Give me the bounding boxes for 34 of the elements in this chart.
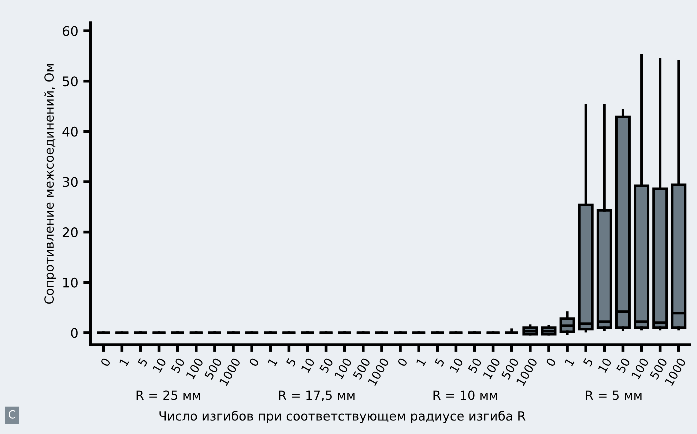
text: R = 17,5 мм [279, 390, 355, 402]
y-tick-label: 20 [62, 228, 78, 238]
x-tick-label: 0 [546, 358, 557, 368]
x-tick-label: 1 [564, 358, 575, 367]
x-tick-label: 10 [152, 358, 167, 374]
text: R = 5 мм [586, 390, 642, 400]
x-tick-label: 0 [248, 358, 260, 368]
x-tick-label: 50 [468, 358, 482, 374]
text: R = 25 мм [136, 390, 200, 400]
x-tick-label: 10 [450, 358, 464, 374]
x-tick-label: 0 [397, 358, 408, 368]
x-tick-label: 50 [170, 358, 186, 374]
y-tick-label: 10 [63, 278, 78, 288]
x-tick-label: 5 [434, 358, 446, 368]
y-tick-label: 40 [62, 126, 78, 137]
y-tick-label: 60 [62, 26, 78, 36]
text: C [8, 410, 16, 419]
y-tick-label: 0 [71, 328, 78, 338]
x-tick-label: 5 [583, 358, 594, 368]
text: R = 10 мм [434, 390, 498, 400]
x-tick-label: 0 [100, 358, 112, 368]
x-tick-label: 10 [301, 358, 316, 374]
x-tick-label: 5 [286, 358, 297, 368]
x-tick-label: 50 [319, 358, 334, 374]
x-tick-label: 5 [138, 358, 148, 368]
x-tick-label: 50 [616, 358, 631, 374]
x-tick-label: 1 [119, 358, 130, 367]
y-tick-label: 30 [63, 177, 78, 188]
x-tick-label: 1 [268, 358, 278, 367]
x-tick-label: 10 [598, 358, 612, 374]
x-tick-label: 1 [416, 358, 426, 367]
x-axis-title: Число изгибов при соответствующем радиусе изгиба R [160, 411, 526, 424]
y-tick-label: 50 [63, 76, 78, 87]
y-axis-title: Сопротивление межсоединений, Ом [44, 64, 56, 304]
